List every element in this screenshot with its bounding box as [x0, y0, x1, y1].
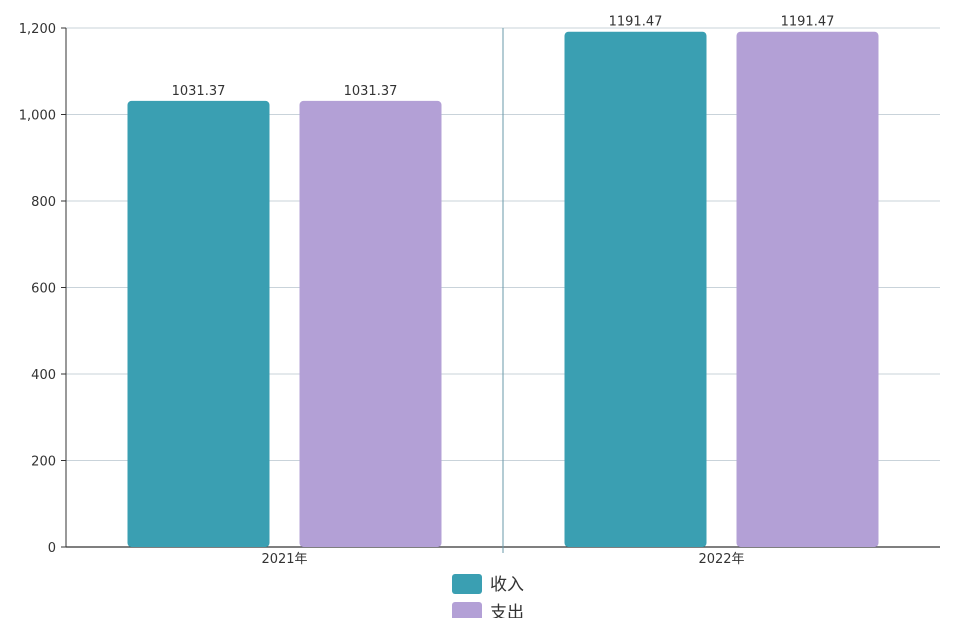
x-tick-label: 2021年 [261, 552, 307, 567]
y-tick-label: 1,000 [19, 109, 56, 124]
y-tick-label: 600 [31, 282, 56, 297]
y-tick-label: 800 [31, 195, 56, 210]
bar-income [564, 31, 707, 548]
legend-swatch [452, 602, 482, 618]
legend-swatch [452, 574, 482, 594]
y-tick-label: 400 [31, 368, 56, 383]
data-label: 1191.47 [609, 15, 663, 30]
bar-expense [299, 100, 442, 548]
y-tick-label: 200 [31, 455, 56, 470]
data-label: 1031.37 [172, 84, 226, 99]
bar-income [127, 100, 270, 548]
legend-label: 收入 [490, 575, 524, 595]
y-tick-label: 0 [48, 541, 56, 556]
y-tick-label: 1,200 [19, 22, 56, 37]
x-tick-label: 2022年 [698, 552, 744, 567]
bar-expense [736, 31, 879, 548]
legend-label: 支出 [490, 603, 524, 618]
data-label: 1031.37 [344, 84, 398, 99]
data-label: 1191.47 [781, 15, 835, 30]
